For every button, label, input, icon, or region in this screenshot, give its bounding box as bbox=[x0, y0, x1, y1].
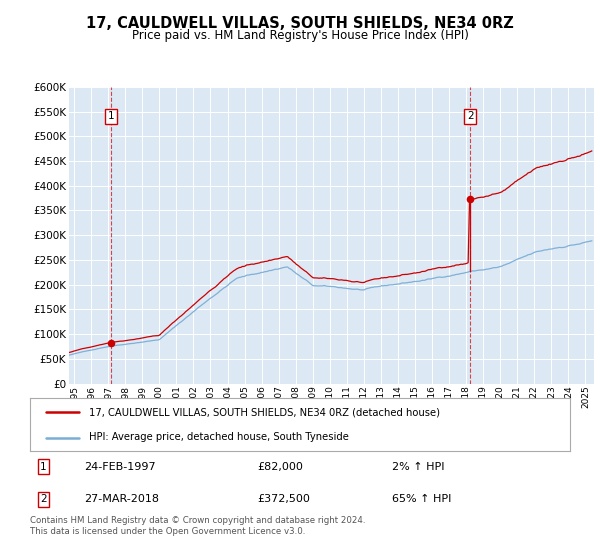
Text: 27-MAR-2018: 27-MAR-2018 bbox=[84, 494, 159, 505]
Point bbox=[465, 195, 475, 204]
Text: 24-FEB-1997: 24-FEB-1997 bbox=[84, 461, 155, 472]
Text: £372,500: £372,500 bbox=[257, 494, 310, 505]
Text: 65% ↑ HPI: 65% ↑ HPI bbox=[392, 494, 451, 505]
Text: 1: 1 bbox=[40, 461, 47, 472]
Text: Contains HM Land Registry data © Crown copyright and database right 2024.
This d: Contains HM Land Registry data © Crown c… bbox=[30, 516, 365, 536]
Text: 17, CAULDWELL VILLAS, SOUTH SHIELDS, NE34 0RZ (detached house): 17, CAULDWELL VILLAS, SOUTH SHIELDS, NE3… bbox=[89, 408, 440, 418]
Text: 2: 2 bbox=[467, 111, 473, 122]
Text: HPI: Average price, detached house, South Tyneside: HPI: Average price, detached house, Sout… bbox=[89, 432, 349, 442]
Text: 1: 1 bbox=[107, 111, 114, 122]
Text: 17, CAULDWELL VILLAS, SOUTH SHIELDS, NE34 0RZ: 17, CAULDWELL VILLAS, SOUTH SHIELDS, NE3… bbox=[86, 16, 514, 31]
Text: 2% ↑ HPI: 2% ↑ HPI bbox=[392, 461, 444, 472]
Text: Price paid vs. HM Land Registry's House Price Index (HPI): Price paid vs. HM Land Registry's House … bbox=[131, 29, 469, 42]
Point bbox=[106, 339, 116, 348]
Text: 2: 2 bbox=[40, 494, 47, 505]
Text: £82,000: £82,000 bbox=[257, 461, 302, 472]
